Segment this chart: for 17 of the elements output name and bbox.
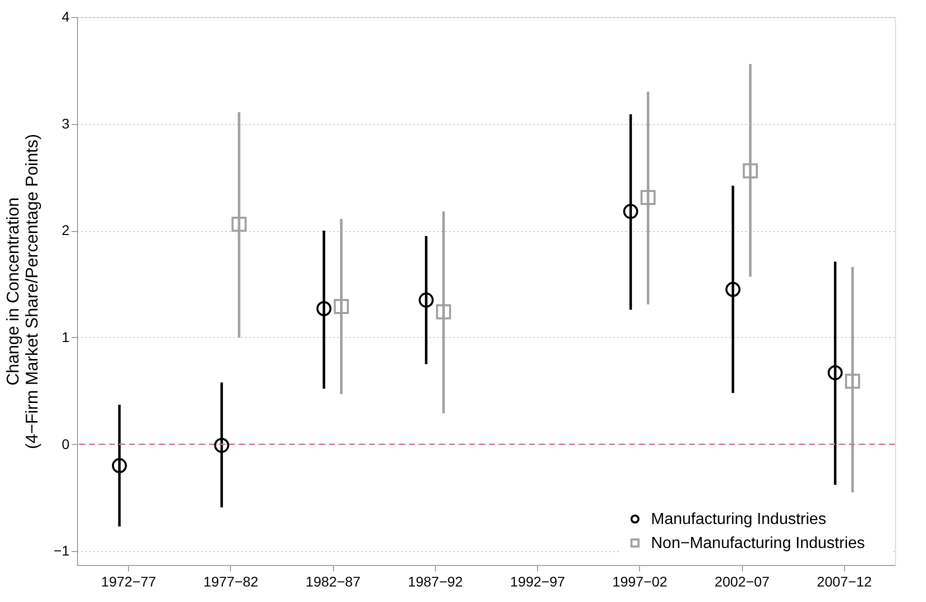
y-tick-label: 2 bbox=[62, 222, 70, 238]
x-tick-label: 2002−07 bbox=[714, 574, 770, 590]
x-tick-label: 1977−82 bbox=[203, 574, 259, 590]
y-axis-title: Change in Concentration (4−Firm Market Share/Percentage Points) bbox=[4, 134, 42, 450]
x-tick-label: 1987−92 bbox=[408, 574, 464, 590]
y-tick-label: −1 bbox=[54, 542, 70, 559]
legend-label: Non−Manufacturing Industries bbox=[651, 535, 865, 552]
y-tick-label: 3 bbox=[62, 115, 70, 132]
y-tick-label: 4 bbox=[62, 8, 70, 24]
x-tick-label: 2007−12 bbox=[816, 574, 872, 590]
x-tick-label: 1997−02 bbox=[612, 574, 668, 590]
y-tick-label: 0 bbox=[62, 436, 70, 452]
x-tick-label: 1982−87 bbox=[306, 574, 361, 590]
x-tick-label: 1992−97 bbox=[510, 574, 566, 590]
y-tick-label: 1 bbox=[62, 328, 70, 345]
x-tick-label: 1972−77 bbox=[101, 574, 156, 590]
legend-label: Manufacturing Industries bbox=[651, 511, 826, 528]
